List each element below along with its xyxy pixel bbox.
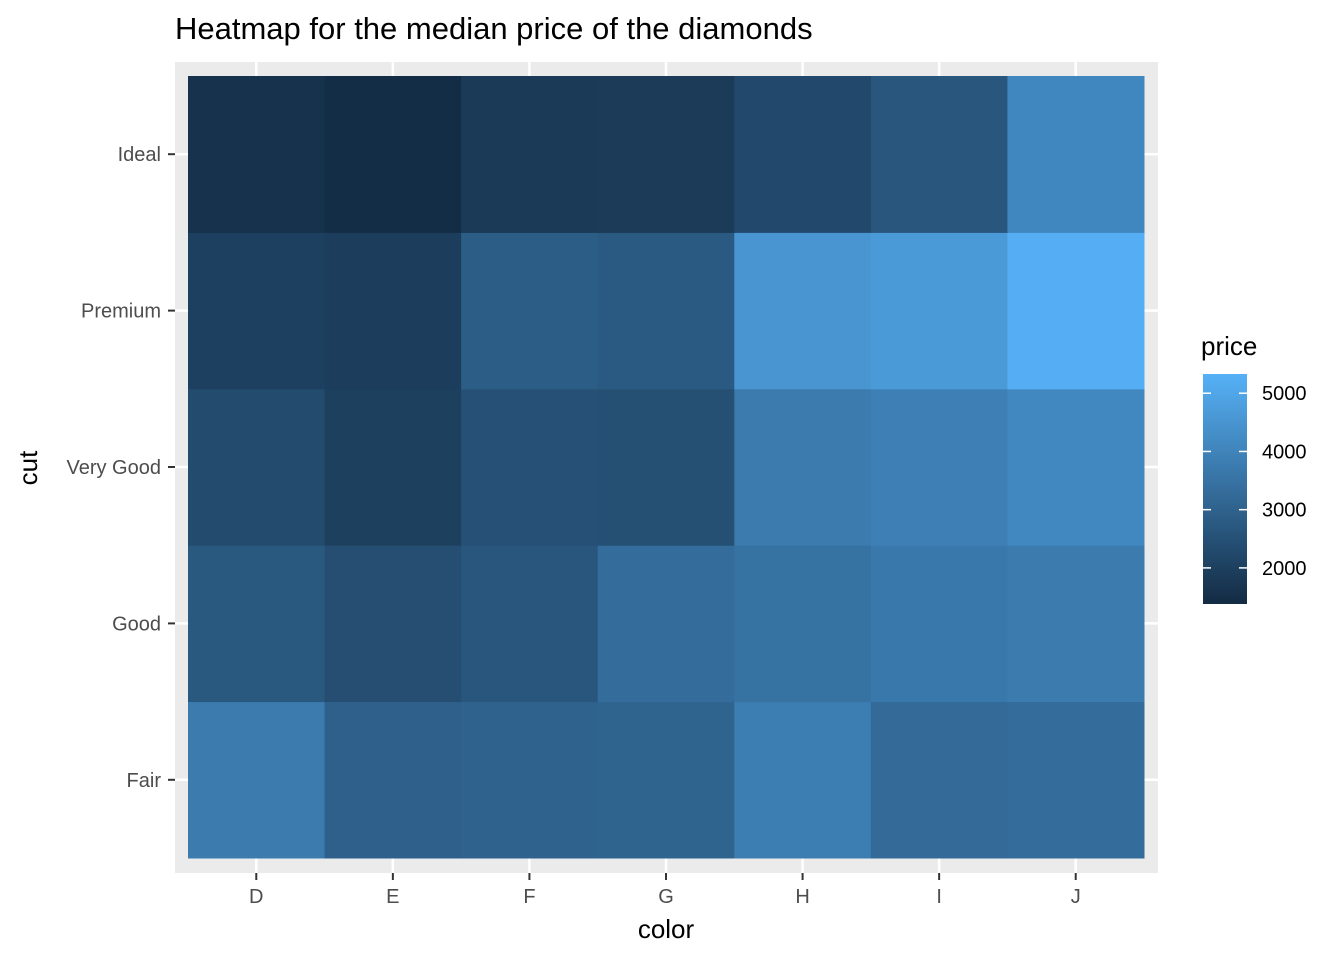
tile-very-good-h xyxy=(734,388,872,546)
tile-good-f xyxy=(461,545,599,703)
y-tick-label-very-good: Very Good xyxy=(66,457,161,479)
y-tick-label-ideal: Ideal xyxy=(118,144,161,166)
y-axis: Fair Good Very Good Premium Ideal xyxy=(66,144,175,792)
y-axis-title: cut xyxy=(13,450,43,485)
tile-premium-d xyxy=(188,232,326,390)
legend-title: price xyxy=(1201,331,1257,361)
tile-ideal-h xyxy=(734,76,872,233)
y-tick-label-fair: Fair xyxy=(127,770,162,792)
x-tick-label-f: F xyxy=(523,886,535,908)
tile-ideal-i xyxy=(870,76,1008,233)
tile-fair-e xyxy=(324,701,462,859)
tile-very-good-d xyxy=(188,388,326,546)
tile-very-good-f xyxy=(461,388,599,546)
tile-fair-f xyxy=(461,701,599,859)
tile-premium-j xyxy=(1007,232,1145,390)
tile-ideal-d xyxy=(188,76,326,233)
x-tick-label-d: D xyxy=(249,886,263,908)
tile-premium-g xyxy=(597,232,735,390)
tile-fair-j xyxy=(1007,701,1145,859)
tile-very-good-i xyxy=(870,388,1008,546)
x-tick-label-j: J xyxy=(1071,886,1081,908)
x-axis: D E F G H I J xyxy=(249,873,1081,908)
tile-fair-d xyxy=(188,701,326,859)
legend-label-4000: 4000 xyxy=(1262,441,1307,463)
y-tick-label-premium: Premium xyxy=(81,301,161,323)
color-legend: price 2000 3000 4000 5000 xyxy=(1201,331,1307,604)
x-tick-label-i: I xyxy=(936,886,942,908)
x-axis-title: color xyxy=(638,914,695,944)
tile-very-good-g xyxy=(597,388,735,546)
tile-ideal-f xyxy=(461,76,599,233)
tile-very-good-j xyxy=(1007,388,1145,546)
tile-ideal-e xyxy=(324,76,462,233)
tile-ideal-g xyxy=(597,76,735,233)
tile-fair-i xyxy=(870,701,1008,859)
tile-good-i xyxy=(870,545,1008,703)
tile-fair-h xyxy=(734,701,872,859)
tile-premium-e xyxy=(324,232,462,390)
x-tick-label-e: E xyxy=(386,886,399,908)
y-tick-label-good: Good xyxy=(112,613,161,635)
legend-label-2000: 2000 xyxy=(1262,558,1307,580)
legend-label-3000: 3000 xyxy=(1262,500,1307,522)
tile-good-d xyxy=(188,545,326,703)
heatmap-tiles xyxy=(188,76,1145,859)
tile-good-e xyxy=(324,545,462,703)
x-tick-label-h: H xyxy=(795,886,809,908)
legend-label-5000: 5000 xyxy=(1262,383,1307,405)
tile-good-j xyxy=(1007,545,1145,703)
tile-very-good-e xyxy=(324,388,462,546)
tile-ideal-j xyxy=(1007,76,1145,233)
tile-premium-f xyxy=(461,232,599,390)
legend-colorbar xyxy=(1203,374,1247,604)
tile-premium-h xyxy=(734,232,872,390)
tile-fair-g xyxy=(597,701,735,859)
tile-good-g xyxy=(597,545,735,703)
x-tick-label-g: G xyxy=(658,886,674,908)
tile-premium-i xyxy=(870,232,1008,390)
chart-title: Heatmap for the median price of the diam… xyxy=(175,11,813,46)
tile-good-h xyxy=(734,545,872,703)
